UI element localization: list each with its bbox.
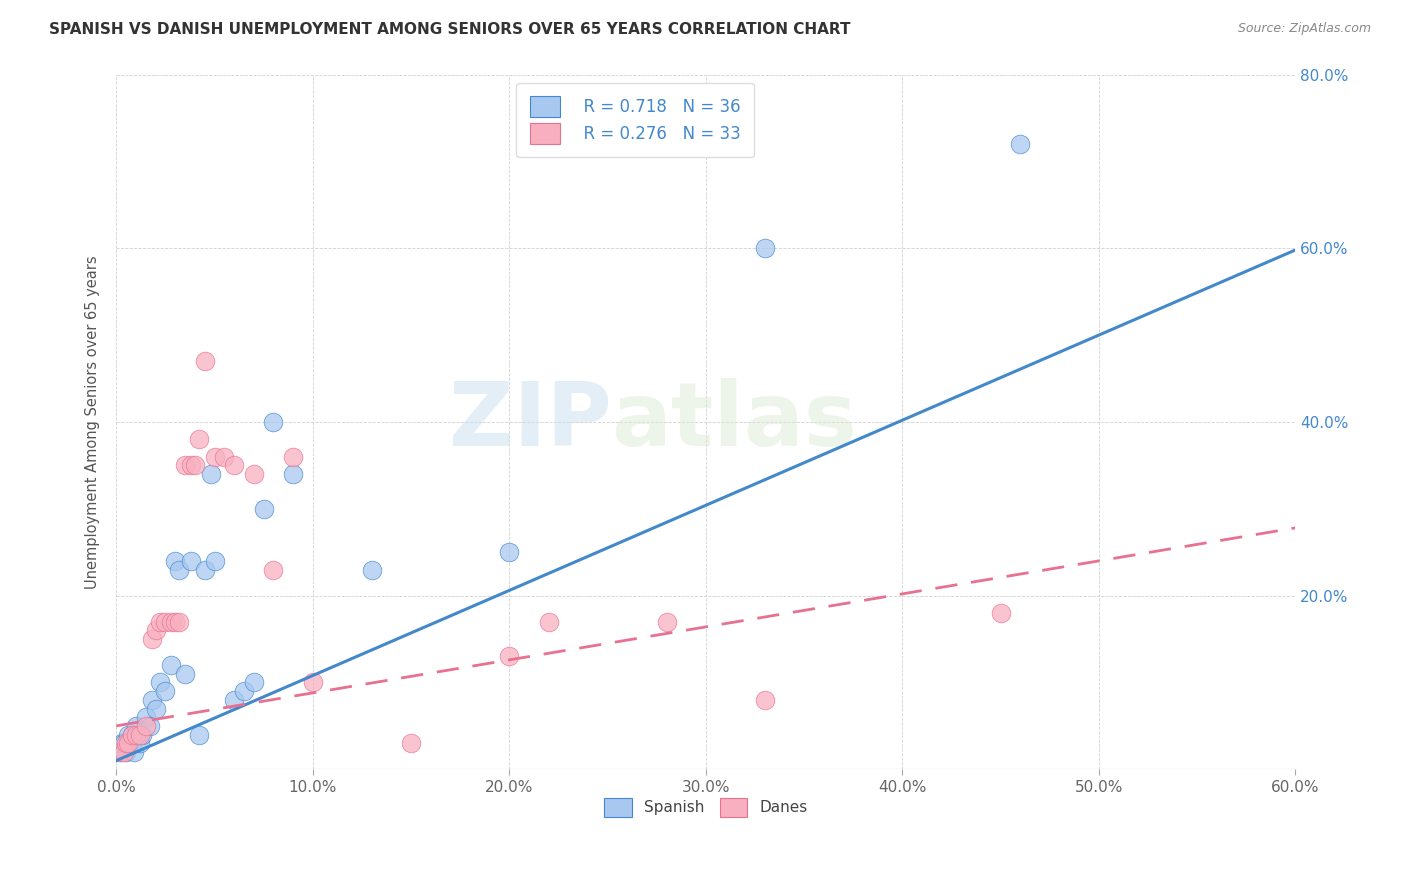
Point (399, 736, 422, 750)
Point (145, 701, 167, 715)
Point (165, 615, 187, 629)
Point (160, 658, 183, 673)
Point (174, 458, 197, 473)
Point (121, 728, 143, 742)
Text: SPANISH VS DANISH UNEMPLOYMENT AMONG SENIORS OVER 65 YEARS CORRELATION CHART: SPANISH VS DANISH UNEMPLOYMENT AMONG SEN… (49, 22, 851, 37)
Point (117, 736, 139, 750)
Point (138, 719, 160, 733)
Point (224, 693, 246, 707)
Point (243, 675, 266, 690)
Text: atlas: atlas (612, 378, 858, 466)
Point (233, 684, 256, 698)
Point (281, 450, 304, 464)
Point (155, 684, 177, 698)
Point (112, 736, 135, 750)
Point (128, 736, 150, 750)
Point (498, 649, 520, 664)
Point (263, 415, 285, 429)
Point (112, 745, 135, 759)
Point (115, 736, 138, 750)
Point (108, 745, 131, 759)
Text: Source: ZipAtlas.com: Source: ZipAtlas.com (1237, 22, 1371, 36)
Point (301, 675, 323, 690)
Point (537, 615, 560, 629)
Point (145, 624, 167, 638)
Point (167, 615, 190, 629)
Point (122, 745, 145, 759)
Point (204, 554, 226, 568)
Point (1010, 136, 1032, 151)
Point (243, 467, 266, 481)
Point (125, 728, 148, 742)
Point (754, 693, 776, 707)
Point (111, 736, 134, 750)
Point (187, 432, 209, 446)
Point (131, 728, 153, 742)
Point (184, 458, 207, 473)
Point (194, 563, 217, 577)
Text: ZIP: ZIP (449, 378, 612, 466)
Point (214, 450, 236, 464)
Point (141, 632, 163, 646)
Y-axis label: Unemployment Among Seniors over 65 years: Unemployment Among Seniors over 65 years (86, 255, 100, 589)
Point (167, 563, 190, 577)
Point (108, 745, 131, 759)
Point (155, 615, 177, 629)
Legend: Spanish, Danes: Spanish, Danes (596, 790, 815, 824)
Point (165, 554, 187, 568)
Point (253, 501, 276, 516)
Point (148, 675, 170, 690)
Point (180, 458, 202, 473)
Point (224, 458, 246, 473)
Point (121, 728, 143, 742)
Point (141, 693, 163, 707)
Point (174, 666, 197, 681)
Point (135, 710, 157, 724)
Point (754, 241, 776, 255)
Point (200, 467, 222, 481)
Point (135, 719, 157, 733)
Point (160, 615, 183, 629)
Point (118, 736, 141, 750)
Point (125, 719, 148, 733)
Point (117, 728, 139, 742)
Point (204, 450, 226, 464)
Point (187, 728, 209, 742)
Point (180, 554, 202, 568)
Point (655, 615, 678, 629)
Point (115, 745, 138, 759)
Point (281, 467, 304, 481)
Point (990, 606, 1012, 620)
Point (498, 545, 520, 559)
Point (128, 728, 150, 742)
Point (194, 354, 217, 368)
Point (360, 563, 382, 577)
Point (148, 615, 170, 629)
Point (263, 563, 285, 577)
